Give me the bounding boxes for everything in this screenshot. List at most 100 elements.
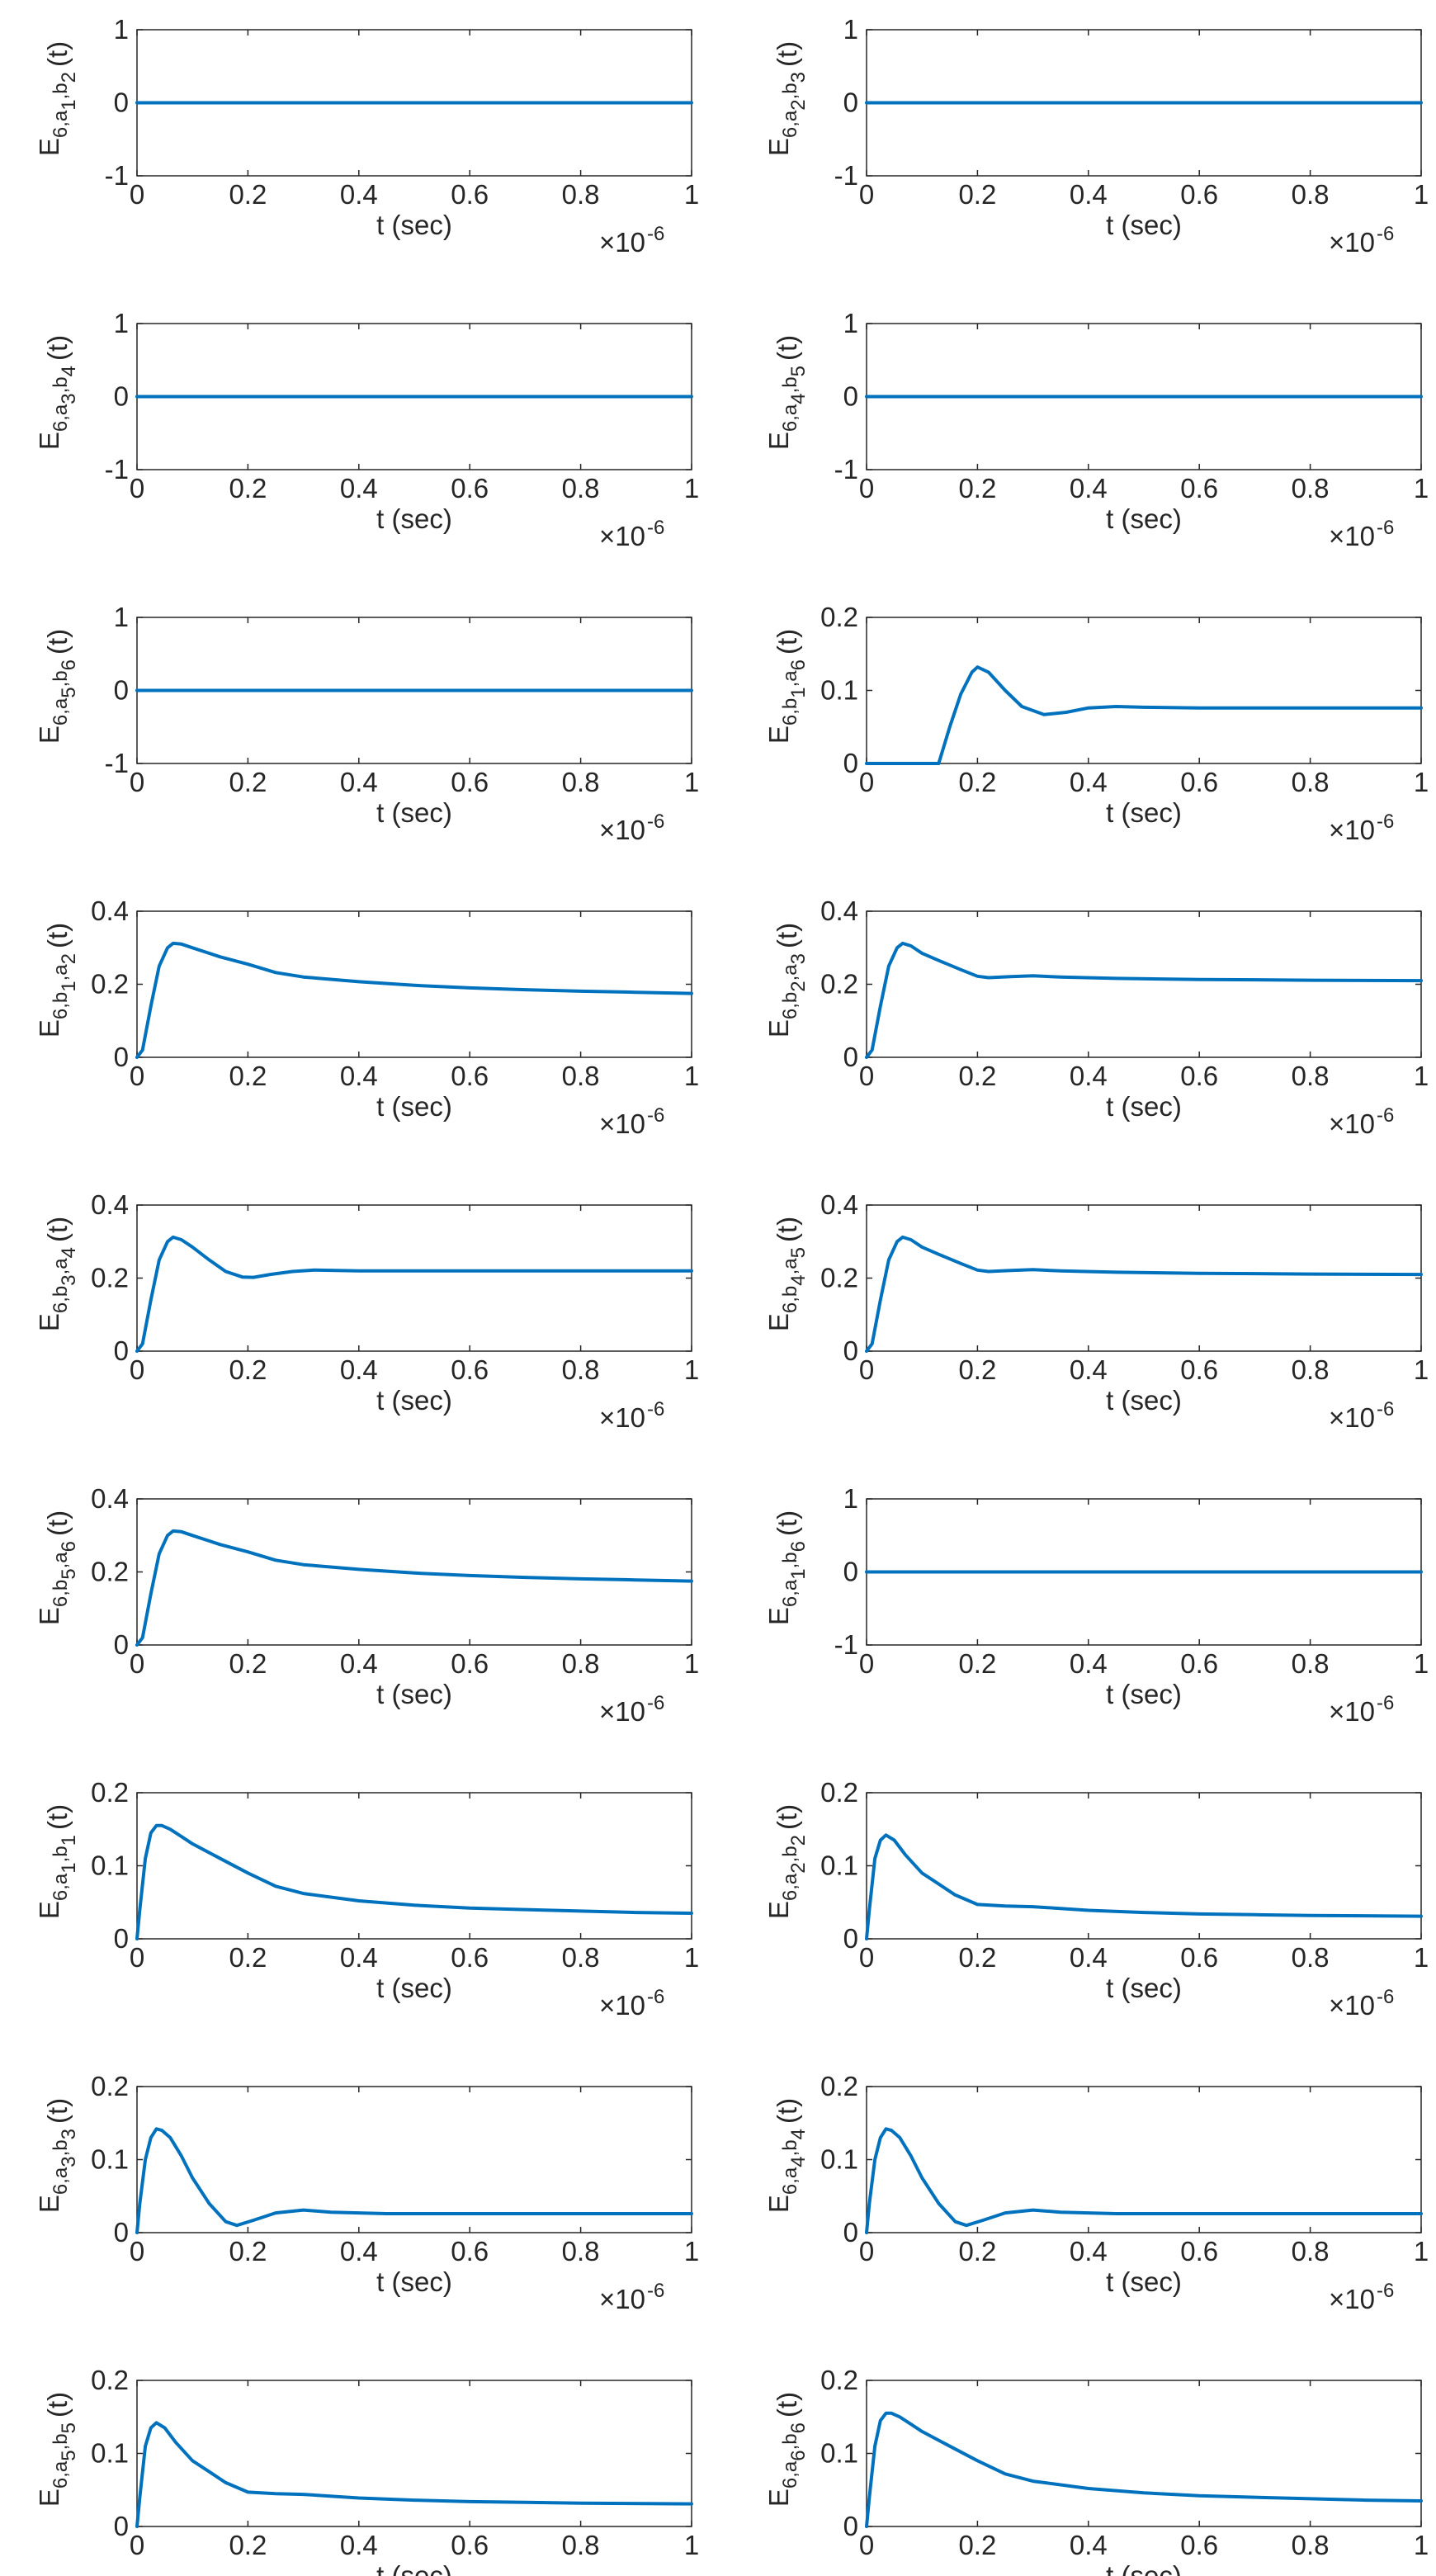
- y-tick-label: 0.1: [820, 1850, 858, 1881]
- x-tick-label: 0.2: [229, 2530, 267, 2560]
- x-tick-label: 0.6: [1180, 179, 1218, 210]
- x-multiplier-exponent: -6: [1377, 517, 1394, 539]
- x-tick-label: 0.2: [958, 767, 996, 797]
- x-tick-label: 0.2: [958, 1942, 996, 1973]
- y-tick-label: 0: [114, 2511, 129, 2541]
- y-tick-label: 0: [843, 2217, 858, 2248]
- x-axis-label: t (sec): [1106, 503, 1182, 534]
- y-tick-label: 1: [114, 14, 129, 45]
- x-axis-label: t (sec): [1106, 2266, 1182, 2297]
- y-label-base: E: [34, 1019, 64, 1037]
- y-label-sub: 6,b: [50, 992, 72, 1019]
- axes-frame: [866, 617, 1422, 764]
- axes-frame: [866, 2380, 1422, 2527]
- y-axis-label: E6,b2,a3 (t): [763, 923, 810, 1037]
- x-multiplier-exponent: -6: [647, 223, 664, 245]
- y-tick-label: 0: [114, 2217, 129, 2248]
- x-tick-label: 0: [130, 1648, 144, 1679]
- x-tick-label: 1: [684, 767, 699, 797]
- y-tick-label: 0.1: [91, 2438, 129, 2469]
- y-tick-label: 1: [114, 602, 129, 632]
- y-tick-label: 0.2: [91, 2071, 129, 2101]
- x-tick-label: 0.4: [1070, 473, 1108, 503]
- x-tick-label: 0.4: [1070, 2530, 1108, 2560]
- y-label-base: E: [763, 2195, 794, 2213]
- x-tick-label: 1: [1414, 2236, 1429, 2266]
- x-tick-label: 0.8: [1292, 1354, 1330, 1385]
- series-line: [865, 665, 1423, 765]
- y-tick-label: 0.2: [820, 1263, 858, 1293]
- x-tick-label: 0.6: [451, 2530, 489, 2560]
- x-tick-label: 0.2: [958, 1354, 996, 1385]
- axes-frame: [866, 2086, 1422, 2233]
- x-tick-label: 0.2: [229, 767, 267, 797]
- series-line: [865, 1235, 1423, 1353]
- y-axis-label: E6,a4,b5 (t): [763, 335, 810, 450]
- x-tick-label: 0.2: [958, 2530, 996, 2560]
- y-tick-label: 0: [114, 1923, 129, 1954]
- x-multiplier-exponent: -6: [1377, 1986, 1394, 2008]
- y-tick-label: 0: [114, 675, 129, 706]
- x-tick-label: 0.6: [1180, 767, 1218, 797]
- x-multiplier-exponent: -6: [647, 2280, 664, 2302]
- subplot-9: 0 0.2 0.4 0.6 0.8 100.20.4t (sec)×10 -6E6,b3,a…: [34, 1189, 699, 1433]
- y-tick-label: 0.2: [820, 2071, 858, 2101]
- x-tick-label: 1: [1414, 1942, 1429, 1973]
- x-tick-label: 0.4: [340, 1648, 378, 1679]
- y-tick-label: 1: [843, 308, 858, 338]
- x-tick-label: 0.8: [562, 2236, 600, 2266]
- y-label-tail: (t): [42, 335, 73, 361]
- y-label-index: 2: [787, 1862, 810, 1873]
- x-multiplier-exponent: -6: [1377, 811, 1394, 833]
- y-label-index: 2: [58, 953, 80, 964]
- axes-frame: [136, 1204, 692, 1352]
- y-tick-label: -1: [105, 160, 129, 191]
- y-axis-label: E6,a4,b4(t): [763, 2098, 810, 2213]
- x-multiplier-exponent: -6: [1377, 2574, 1394, 2576]
- y-label-index: 3: [58, 393, 80, 404]
- y-label-index: 2: [787, 1835, 810, 1846]
- y-tick-label: 0: [843, 1557, 858, 1587]
- x-tick-label: 0.2: [958, 473, 996, 503]
- x-tick-label: 0.2: [958, 179, 996, 210]
- x-tick-label: 0: [130, 179, 144, 210]
- x-tick-label: 0: [859, 2530, 874, 2560]
- y-label-base: E: [34, 1901, 64, 1919]
- y-label-sep: ,a: [50, 964, 72, 981]
- x-tick-label: 0.4: [1070, 179, 1108, 210]
- y-tick-label: 0.2: [91, 1263, 129, 1293]
- y-tick-label: 0.2: [91, 2365, 129, 2395]
- y-tick-label: 0: [843, 381, 858, 412]
- x-tick-label: 0.6: [451, 1648, 489, 1679]
- y-axis-label: E6,a2,b3 (t): [763, 41, 810, 156]
- x-axis-label: t (sec): [1106, 1973, 1182, 2003]
- y-label-sep: ,b: [779, 2139, 801, 2156]
- x-tick-label: 1: [684, 179, 699, 210]
- x-axis-label: t (sec): [1106, 210, 1182, 240]
- y-label-index: 1: [787, 687, 810, 697]
- x-tick-label: 0.8: [562, 473, 600, 503]
- x-tick-label: 0.2: [229, 2236, 267, 2266]
- y-label-base: E: [34, 138, 64, 156]
- series-line: [865, 2411, 1423, 2528]
- x-axis-label: t (sec): [376, 1973, 452, 2003]
- x-multiplier: ×10: [1329, 815, 1375, 845]
- x-tick-label: 0: [130, 473, 144, 503]
- y-axis-label: E6,a5,b6 (t): [34, 629, 80, 744]
- y-label-index: 5: [787, 1247, 810, 1258]
- y-label-sep: ,b: [779, 2433, 801, 2450]
- y-axis-label: E6,a1,b1(t): [34, 1804, 80, 1919]
- x-axis-label: t (sec): [376, 1091, 452, 1122]
- y-label-index: 4: [787, 393, 810, 404]
- x-multiplier: ×10: [599, 1696, 645, 1727]
- y-tick-label: -1: [105, 454, 129, 484]
- series-line: [135, 941, 693, 1059]
- x-tick-label: 1: [684, 2236, 699, 2266]
- y-label-index: 2: [787, 981, 810, 991]
- y-label-tail: (t): [42, 1510, 73, 1536]
- y-label-index: 6: [58, 1541, 80, 1552]
- x-multiplier: ×10: [1329, 1990, 1375, 2021]
- y-tick-label: 0.1: [91, 1850, 129, 1881]
